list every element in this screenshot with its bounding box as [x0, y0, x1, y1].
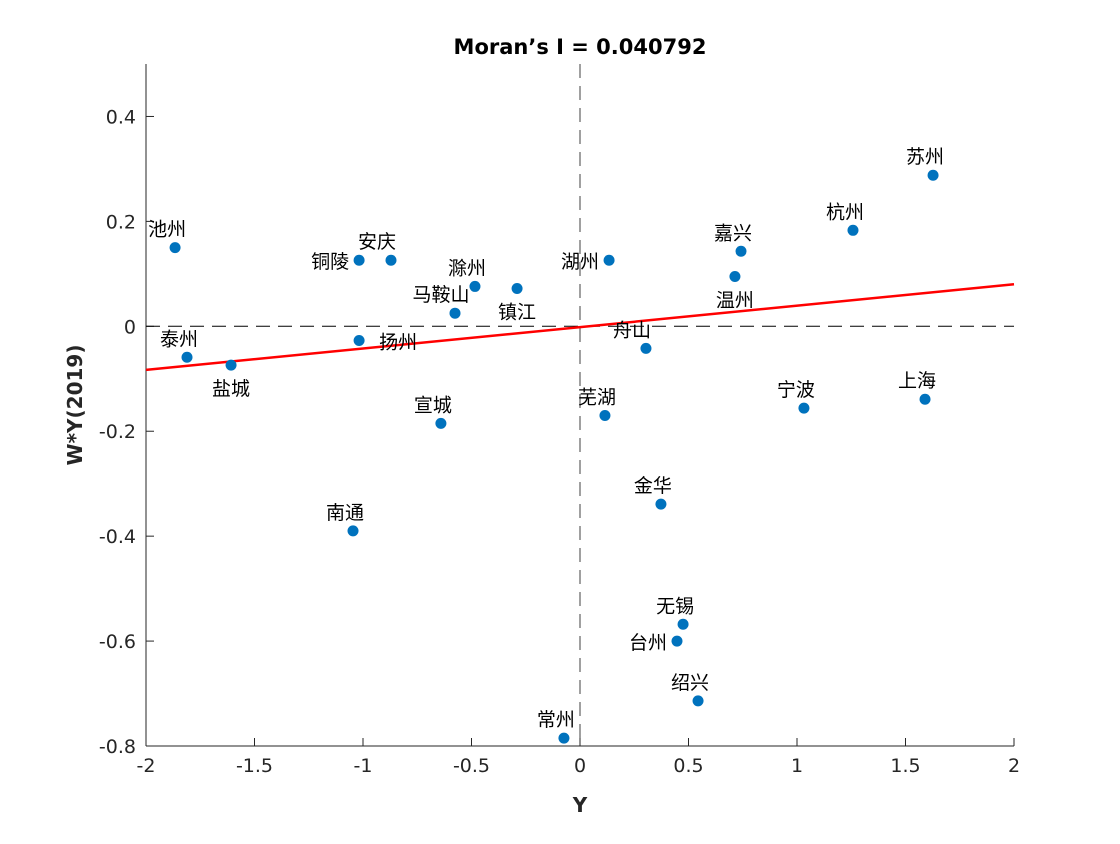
x-tick-label: 1.5 — [890, 755, 920, 777]
data-point — [435, 417, 447, 429]
x-tick-label: 1 — [791, 755, 803, 777]
point-label: 金华 — [634, 475, 672, 497]
point-label: 台州 — [629, 632, 667, 654]
point-label: 温州 — [716, 289, 754, 311]
point-label: 常州 — [537, 709, 575, 731]
data-point — [677, 618, 689, 630]
point-label: 芜湖 — [578, 386, 616, 408]
x-tick-label: 0 — [574, 755, 586, 777]
data-point — [385, 254, 397, 266]
point-label: 宁波 — [777, 379, 815, 401]
data-point — [671, 635, 683, 647]
data-point — [847, 224, 859, 236]
point-label: 盐城 — [212, 378, 250, 400]
y-tick-label: -0.4 — [99, 526, 136, 548]
y-tick-label: 0.4 — [106, 106, 136, 128]
data-point — [225, 359, 237, 371]
data-point — [927, 169, 939, 181]
data-point — [169, 242, 181, 254]
point-label: 泰州 — [160, 328, 198, 350]
point-label: 无锡 — [656, 595, 694, 617]
x-tick-label: -1 — [354, 755, 373, 777]
data-point — [603, 254, 615, 266]
data-point — [640, 342, 652, 354]
y-tick-label: 0.2 — [106, 211, 136, 233]
data-point — [353, 334, 365, 346]
point-label: 宣城 — [414, 394, 452, 416]
data-point — [735, 245, 747, 257]
data-point — [181, 351, 193, 363]
y-axis-label: W*Y(2019) — [63, 345, 87, 466]
x-tick-label: 2 — [1008, 755, 1020, 777]
x-tick-label: -1.5 — [236, 755, 273, 777]
point-label: 南通 — [326, 502, 364, 524]
point-label: 铜陵 — [311, 251, 349, 273]
data-point — [347, 525, 359, 537]
point-label: 镇江 — [498, 302, 536, 324]
point-label: 杭州 — [826, 201, 864, 223]
data-point — [353, 254, 365, 266]
data-point — [558, 732, 570, 744]
y-tick-label: -0.2 — [99, 421, 136, 443]
point-label: 苏州 — [906, 146, 944, 168]
data-point — [655, 498, 667, 510]
point-label: 绍兴 — [671, 672, 709, 694]
x-tick-label: -2 — [137, 755, 156, 777]
y-tick-label: 0 — [124, 316, 136, 338]
regression-line — [145, 283, 1015, 372]
y-tick-label: -0.6 — [99, 631, 136, 653]
data-point — [599, 409, 611, 421]
y-tick-label: -0.8 — [99, 736, 136, 758]
point-label: 池州 — [148, 219, 186, 241]
plot-area: -2 -1.5 -1 -0.5 0 0.5 1 1.5 2 -0.8 -0.6 -0.4 -0.2 0 0.… — [99, 64, 1020, 777]
point-label: 安庆 — [358, 231, 396, 253]
data-point — [729, 270, 741, 282]
x-axis-label: Y — [572, 793, 588, 817]
data-point — [798, 402, 810, 414]
data-point — [511, 283, 523, 295]
point-label: 湖州 — [561, 251, 599, 273]
x-tick-label: -0.5 — [453, 755, 490, 777]
data-point — [919, 393, 931, 405]
point-label: 舟山 — [613, 319, 651, 341]
chart-title: Moran’s I = 0.040792 — [454, 35, 707, 59]
point-label: 扬州 — [379, 331, 417, 353]
data-point — [469, 280, 481, 292]
point-label: 滁州 — [448, 257, 486, 279]
point-label: 马鞍山 — [413, 284, 470, 306]
x-tick-label: 0.5 — [673, 755, 703, 777]
point-label: 嘉兴 — [714, 222, 752, 244]
data-point — [692, 695, 704, 707]
point-label: 上海 — [898, 370, 936, 392]
data-point — [449, 307, 461, 319]
